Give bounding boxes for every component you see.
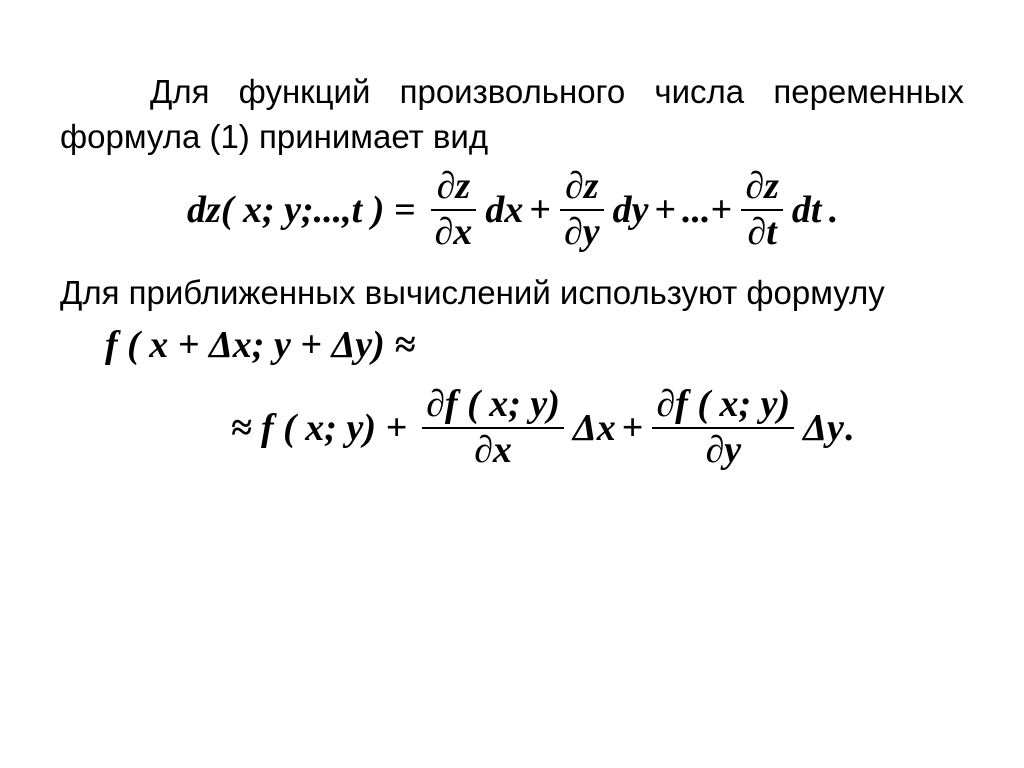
eq2-line1: f ( x + Δx; y + Δy) ≈	[105, 323, 415, 367]
eq2-after-1: Δx	[573, 406, 616, 450]
paragraph-2: Для приближенных вычислений используют ф…	[60, 271, 964, 316]
paragraph-1-text: Для функций произвольного числа переменн…	[60, 73, 964, 155]
paragraph-2-text: Для приближенных вычислений используют ф…	[60, 274, 885, 311]
eq1-after-1: dx	[485, 188, 523, 232]
eq1-frac-2: ∂z ∂y	[560, 167, 604, 253]
eq1-ellipsis: ...	[682, 188, 711, 232]
eq2-frac-1: ∂f ( x; y) ∂x	[422, 385, 564, 471]
eq1-content: dz( x; y;...,t ) = ∂z ∂x dx + ∂z ∂y dy +…	[187, 167, 837, 253]
eq1-tail: .	[827, 188, 837, 232]
page: Для функций произвольного числа переменн…	[0, 0, 1024, 768]
paragraph-1: Для функций произвольного числа переменн…	[60, 70, 964, 159]
eq2-line2-content: ≈ f ( x; y) + ∂f ( x; y) ∂x Δx + ∂f ( x;…	[231, 385, 854, 471]
equation-approx-line2: ≈ f ( x; y) + ∂f ( x; y) ∂x Δx + ∂f ( x;…	[60, 385, 964, 471]
eq2-lead: ≈ f ( x; y) +	[231, 406, 408, 450]
eq1-after-2: dy	[613, 188, 649, 232]
eq1-frac-1: ∂z ∂x	[431, 167, 477, 253]
eq2-tail: .	[844, 406, 854, 450]
eq2-frac-2: ∂f ( x; y) ∂y	[652, 385, 794, 471]
eq2-after-2: Δy	[803, 406, 844, 450]
eq1-after-3: dt	[792, 188, 822, 232]
equation-total-differential: dz( x; y;...,t ) = ∂z ∂x dx + ∂z ∂y dy +…	[60, 167, 964, 253]
equation-approx-line1: f ( x + Δx; y + Δy) ≈	[60, 323, 964, 367]
eq1-lhs: dz( x; y;...,t ) =	[187, 188, 415, 232]
eq1-frac-3: ∂z ∂t	[741, 167, 783, 253]
